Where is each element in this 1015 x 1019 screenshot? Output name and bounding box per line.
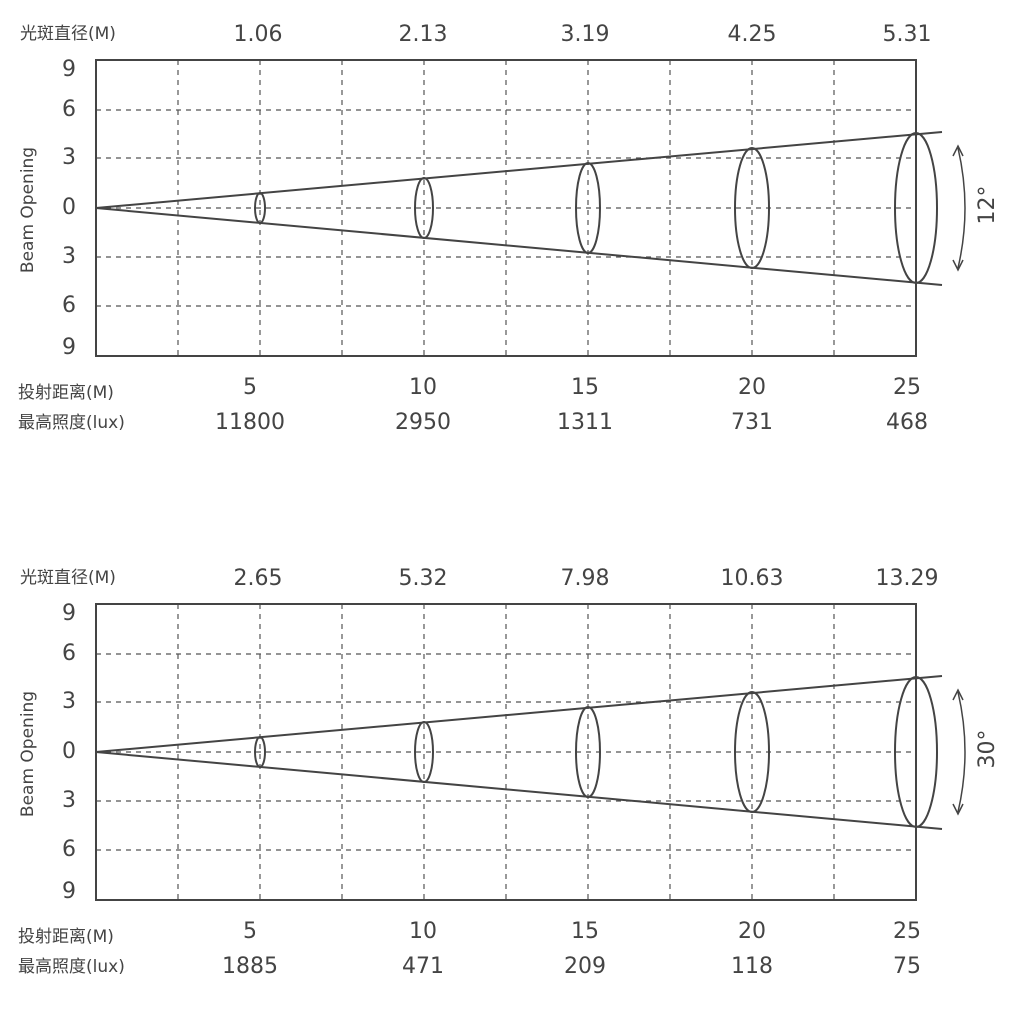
lux-value: 11800 bbox=[215, 410, 285, 435]
y-tick-label: 3 bbox=[62, 788, 76, 813]
panel: 30° 光斑直径(M) 2.65 5.32 7.98 10.63 13.29 9 6 3 0 3 6 9 B… bbox=[18, 566, 1000, 979]
beam-spot bbox=[734, 147, 770, 269]
lux-value: 75 bbox=[893, 954, 921, 979]
y-tick-label: 6 bbox=[62, 837, 76, 862]
y-tick-label: 6 bbox=[62, 97, 76, 122]
diameter-value: 2.13 bbox=[399, 22, 448, 47]
arrow-head bbox=[952, 144, 964, 272]
lux-value: 1311 bbox=[557, 410, 613, 435]
y-tick-label: 6 bbox=[62, 293, 76, 318]
diameter-value: 7.98 bbox=[561, 566, 610, 591]
beam-spot bbox=[414, 721, 434, 783]
y-tick-label: 9 bbox=[62, 879, 76, 904]
lux-value: 2950 bbox=[395, 410, 451, 435]
cone-edge bbox=[95, 751, 943, 830]
lux-value: 209 bbox=[564, 954, 606, 979]
distance-value: 25 bbox=[893, 919, 921, 944]
beam-spot bbox=[894, 132, 938, 284]
lux-value: 118 bbox=[731, 954, 773, 979]
distance-value: 10 bbox=[409, 375, 437, 400]
cone-edge bbox=[95, 131, 943, 209]
beam-spot bbox=[414, 177, 434, 239]
diameter-label: 光斑直径(M) bbox=[20, 24, 116, 44]
y-tick-label: 3 bbox=[62, 244, 76, 269]
distance-value: 20 bbox=[738, 375, 766, 400]
y-axis-title: Beam Opening bbox=[18, 691, 38, 817]
diameter-value: 10.63 bbox=[721, 566, 784, 591]
diameter-value: 13.29 bbox=[876, 566, 939, 591]
lux-value: 468 bbox=[886, 410, 928, 435]
distance-value: 5 bbox=[243, 919, 257, 944]
beam-spot bbox=[734, 691, 770, 813]
distance-value: 15 bbox=[571, 375, 599, 400]
distance-label: 投射距离(M) bbox=[18, 383, 114, 403]
y-tick-label: 0 bbox=[62, 195, 76, 220]
distance-value: 15 bbox=[571, 919, 599, 944]
diameter-value: 5.32 bbox=[399, 566, 448, 591]
panel: 12° 光斑直径(M) 1.06 2.13 3.19 4.25 5.31 9 6 3 0 3 6 9 Bea… bbox=[18, 22, 1000, 435]
y-tick-label: 0 bbox=[62, 739, 76, 764]
diameter-value: 5.31 bbox=[883, 22, 932, 47]
diameter-value: 1.06 bbox=[234, 22, 283, 47]
lux-label: 最高照度(lux) bbox=[18, 957, 125, 977]
y-tick-label: 9 bbox=[62, 335, 76, 360]
distance-label: 投射距离(M) bbox=[18, 927, 114, 947]
diameter-value: 2.65 bbox=[234, 566, 283, 591]
angle-label: 30° bbox=[975, 730, 1000, 769]
y-axis-title: Beam Opening bbox=[18, 147, 38, 273]
diameter-label: 光斑直径(M) bbox=[20, 568, 116, 588]
beam-spot bbox=[575, 706, 601, 798]
angle-label: 12° bbox=[975, 186, 1000, 225]
lux-value: 1885 bbox=[222, 954, 278, 979]
angle-arrow bbox=[957, 147, 966, 269]
beam-spot bbox=[894, 676, 938, 828]
diameter-value: 4.25 bbox=[728, 22, 777, 47]
cone-edge bbox=[95, 207, 943, 286]
distance-value: 20 bbox=[738, 919, 766, 944]
y-tick-label: 9 bbox=[62, 57, 76, 82]
lux-value: 731 bbox=[731, 410, 773, 435]
lux-value: 471 bbox=[402, 954, 444, 979]
y-tick-label: 9 bbox=[62, 601, 76, 626]
angle-arrow bbox=[957, 691, 966, 813]
distance-value: 5 bbox=[243, 375, 257, 400]
diameter-value: 3.19 bbox=[561, 22, 610, 47]
y-tick-label: 3 bbox=[62, 145, 76, 170]
cone-edge bbox=[95, 675, 943, 753]
y-tick-label: 3 bbox=[62, 689, 76, 714]
distance-value: 10 bbox=[409, 919, 437, 944]
beam-spot bbox=[254, 736, 266, 768]
beam-spot bbox=[575, 162, 601, 254]
distance-value: 25 bbox=[893, 375, 921, 400]
lux-label: 最高照度(lux) bbox=[18, 413, 125, 433]
arrow-head bbox=[952, 688, 964, 816]
y-tick-label: 6 bbox=[62, 641, 76, 666]
beam-spot bbox=[254, 192, 266, 224]
